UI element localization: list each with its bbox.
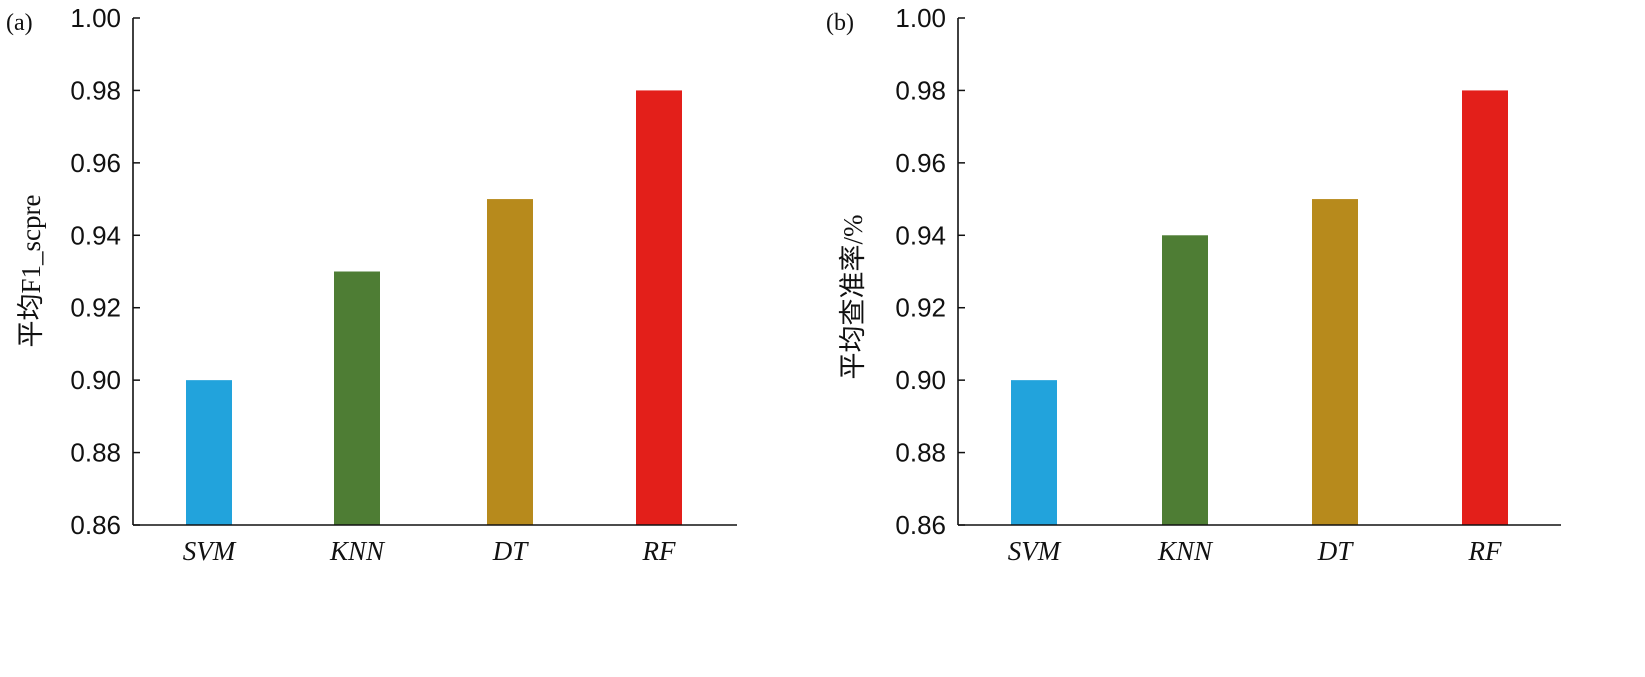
bar-group: [1011, 90, 1508, 526]
y-tick-label: 0.86: [70, 510, 121, 540]
y-tick-label: 0.88: [895, 438, 946, 468]
y-tick-label: 0.94: [70, 220, 121, 250]
x-category-label: RF: [642, 536, 676, 566]
x-category-label: SVM: [183, 536, 237, 566]
y-tick-group: 0.86 0.88 0.90 0.92 0.94 0.96 0.98 1.00: [895, 3, 965, 540]
bar-svm: [186, 380, 232, 525]
category-label-group: SVM KNN DT RF: [183, 536, 676, 566]
y-tick-label: 0.90: [70, 365, 121, 395]
x-category-label: KNN: [1157, 536, 1214, 566]
x-category-label: SVM: [1008, 536, 1062, 566]
bar-group: [186, 90, 682, 526]
y-tick-label: 0.92: [70, 293, 121, 323]
y-tick-label: 1.00: [895, 3, 946, 33]
y-axis-title: 平均查准率/%: [838, 215, 868, 380]
y-tick-label: 0.96: [895, 148, 946, 178]
chart-panel-b: (b) 平均查准率/% 0.86 0.88 0.90 0.92 0.94 0.96 0.98…: [826, 3, 1561, 566]
y-tick-label: 0.90: [895, 365, 946, 395]
y-tick-label: 0.98: [70, 75, 121, 105]
panel-label: (a): [6, 10, 33, 36]
bar-rf: [1462, 90, 1508, 525]
bar-knn: [1162, 235, 1208, 526]
y-tick-label: 0.94: [895, 220, 946, 250]
y-tick-label: 0.98: [895, 75, 946, 105]
y-tick-label: 0.86: [895, 510, 946, 540]
bar-svm: [1011, 380, 1057, 525]
category-label-group: SVM KNN DT RF: [1008, 536, 1502, 566]
y-tick-group: 0.86 0.88 0.90 0.92 0.94 0.96 0.98 1.00: [70, 3, 140, 540]
bar-knn: [334, 271, 380, 525]
x-category-label: RF: [1468, 536, 1502, 566]
x-category-label: DT: [1317, 536, 1354, 566]
x-category-label: DT: [492, 536, 529, 566]
bar-rf: [636, 90, 682, 525]
y-axis-title: 平均F1_scpre: [16, 194, 46, 347]
y-tick-label: 1.00: [70, 3, 121, 33]
bar-dt: [1312, 199, 1358, 526]
y-tick-label: 0.96: [70, 148, 121, 178]
y-tick-label: 0.88: [70, 438, 121, 468]
panel-label: (b): [826, 10, 854, 36]
bar-dt: [487, 199, 533, 526]
x-category-label: KNN: [329, 536, 386, 566]
chart-panel-a: (a) 平均F1_scpre 0.860.880.900.920.940.960…: [6, 3, 737, 566]
y-tick-label: 0.92: [895, 293, 946, 323]
